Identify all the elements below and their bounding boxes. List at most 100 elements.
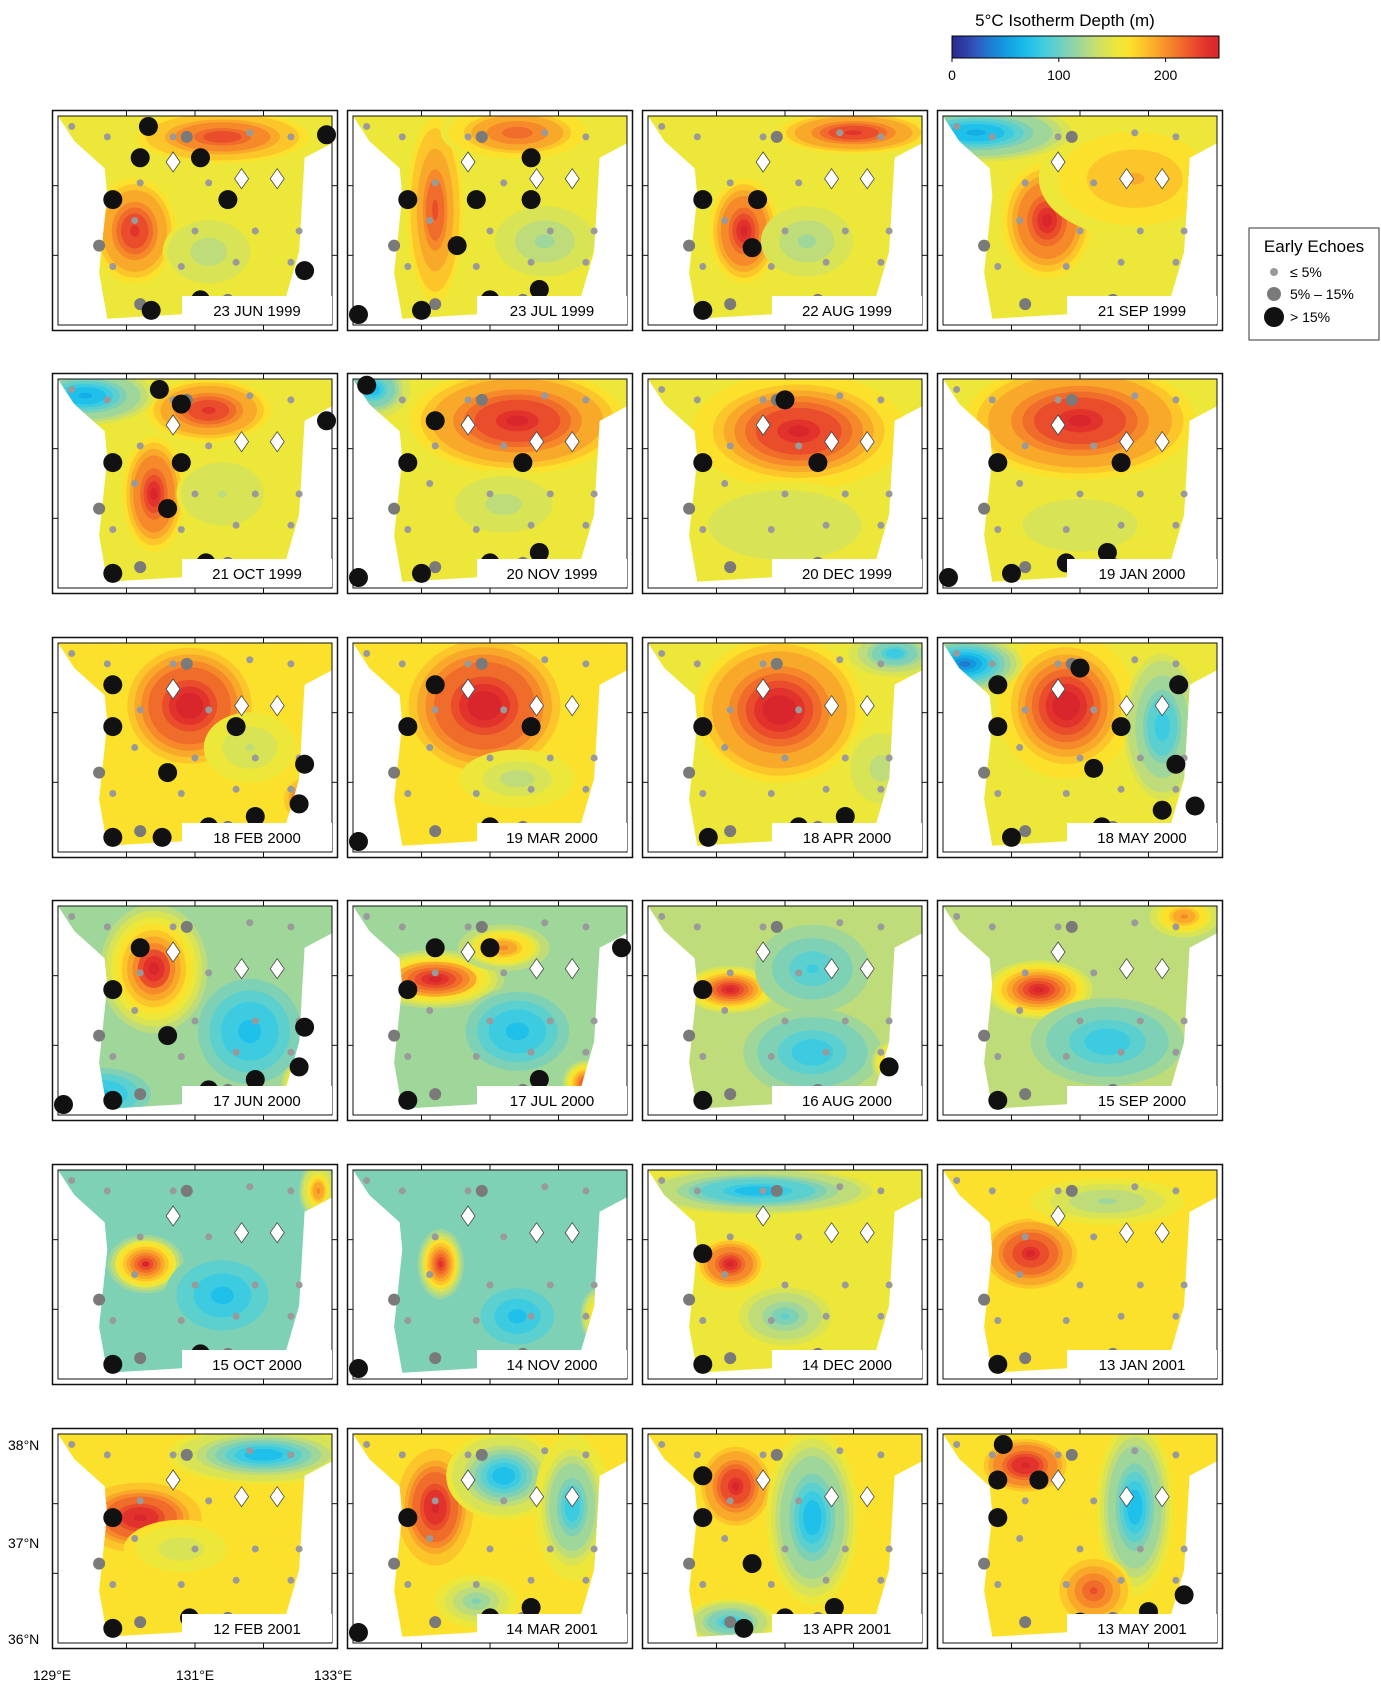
station-small	[836, 1183, 844, 1191]
station-large	[698, 827, 718, 847]
contour-band	[1070, 520, 1090, 530]
station-small	[836, 656, 844, 664]
station-small	[246, 919, 254, 927]
station-small	[994, 1580, 1002, 1588]
station-small	[205, 706, 213, 714]
panel-date: 19 JAN 2000	[1099, 566, 1186, 583]
station-large	[1002, 827, 1021, 847]
station-diamond	[269, 695, 285, 717]
contour-band	[959, 660, 971, 667]
station-small	[103, 396, 111, 404]
panel-date: 13 APR 2001	[803, 1621, 891, 1638]
date-label-box	[182, 559, 332, 587]
station-large	[103, 980, 123, 1000]
station-small	[131, 480, 139, 487]
station-small	[822, 1048, 830, 1056]
station-small	[287, 1312, 295, 1320]
station-small	[541, 392, 549, 400]
station-small	[1076, 490, 1084, 498]
panel-date: 19 MAR 2000	[506, 830, 598, 847]
station-large	[103, 1508, 123, 1528]
panel-date: 14 NOV 2000	[507, 1357, 598, 1374]
station-small	[1021, 1233, 1029, 1241]
station-small	[721, 1007, 729, 1014]
station-medium	[388, 766, 401, 779]
station-small	[1180, 1545, 1188, 1553]
station-small	[582, 660, 590, 668]
station-small	[1180, 1017, 1188, 1025]
station-small	[169, 660, 177, 668]
station-medium	[724, 1616, 737, 1629]
station-small	[464, 396, 472, 404]
panel-date: 14 MAR 2001	[506, 1621, 598, 1638]
contour-band	[432, 199, 439, 221]
station-small	[486, 1017, 494, 1025]
station-large	[289, 1057, 309, 1077]
station-large	[348, 568, 368, 588]
station-small	[295, 490, 303, 498]
station-small	[205, 969, 213, 977]
station-small	[726, 1497, 734, 1505]
station-small	[1136, 1017, 1144, 1025]
lon-label-129e: 129°E	[33, 1667, 71, 1683]
isotherm-depth-field	[353, 643, 627, 846]
isotherm-depth-field	[943, 1434, 1217, 1637]
station-small	[582, 1048, 590, 1056]
station-small	[767, 789, 775, 797]
station-small	[795, 179, 803, 187]
station-medium	[1019, 1352, 1032, 1365]
legend-symbol-small	[1270, 268, 1278, 276]
station-medium	[134, 561, 147, 574]
station-small	[582, 133, 590, 141]
station-small	[759, 660, 767, 668]
station-medium	[388, 502, 401, 515]
station-small	[1117, 258, 1125, 266]
station-large	[103, 717, 123, 737]
station-small	[527, 258, 535, 266]
station-large	[130, 938, 150, 958]
station-small	[541, 1447, 549, 1455]
lon-label-133e: 133°E	[314, 1667, 352, 1683]
lon-label-131e: 131°E	[176, 1667, 214, 1683]
contour-band	[175, 1546, 188, 1552]
station-small	[191, 1017, 199, 1025]
station-small	[1021, 179, 1029, 187]
station-large	[988, 453, 1008, 473]
station-diamond	[460, 941, 476, 963]
panel-date: 17 JUN 2000	[213, 1093, 301, 1110]
station-large	[1174, 1585, 1194, 1605]
station-large	[988, 1354, 1008, 1374]
station-medium	[770, 657, 783, 670]
station-large	[103, 563, 123, 583]
map-panel: 22 AUG 1999	[641, 109, 929, 332]
station-small	[1131, 392, 1139, 400]
station-diamond	[564, 1222, 580, 1244]
station-diamond	[529, 695, 545, 717]
station-medium	[429, 1616, 442, 1629]
station-small	[877, 660, 885, 668]
station-medium	[180, 130, 193, 143]
station-small	[191, 1545, 199, 1553]
map-panel: 21 OCT 1999	[51, 372, 339, 595]
station-large	[988, 717, 1008, 737]
station-small	[404, 789, 412, 797]
station-diamond	[269, 958, 285, 980]
station-small	[191, 754, 199, 762]
date-label-box	[477, 559, 627, 587]
station-large	[1070, 658, 1090, 678]
contour-band	[740, 225, 748, 237]
station-small	[246, 1183, 254, 1191]
station-small	[398, 396, 406, 404]
station-large	[1111, 453, 1131, 473]
date-label-box	[1067, 1614, 1217, 1642]
station-small	[1136, 1281, 1144, 1289]
station-medium	[1019, 1088, 1032, 1101]
station-large	[693, 190, 713, 210]
station-medium	[978, 239, 991, 252]
station-diamond	[234, 431, 250, 453]
station-small	[363, 1440, 371, 1448]
station-small	[500, 442, 508, 450]
contour-band	[506, 415, 529, 427]
station-large	[1084, 758, 1104, 778]
station-large	[226, 717, 246, 737]
